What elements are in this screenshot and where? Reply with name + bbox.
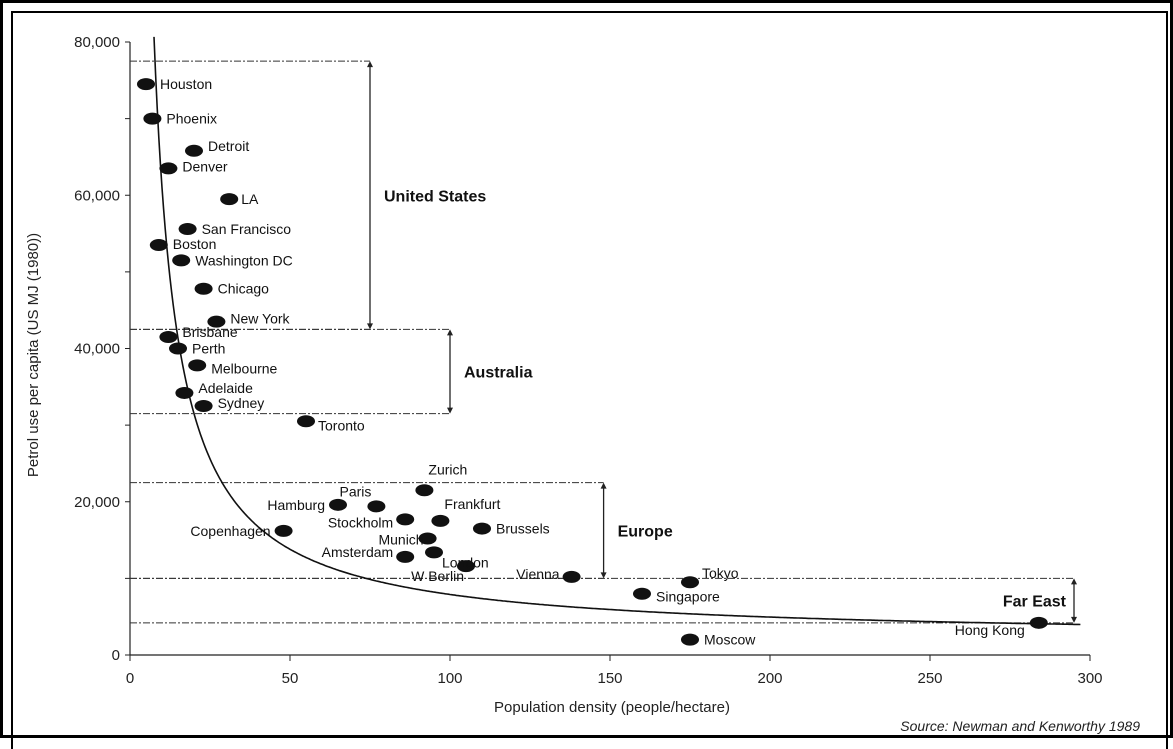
fit-curve — [153, 36, 1081, 626]
region-arrow-top — [367, 61, 373, 68]
point-label: Adelaide — [198, 380, 253, 396]
point-label: Brisbane — [182, 324, 237, 340]
data-point — [418, 532, 437, 545]
point-label: Perth — [192, 341, 225, 357]
data-point — [396, 550, 415, 563]
point-label: Copenhagen — [190, 523, 270, 539]
region-label: Far East — [1003, 594, 1067, 611]
point-label: New York — [230, 311, 290, 327]
point-label: San Francisco — [202, 221, 292, 237]
data-point — [185, 144, 203, 157]
y-tick-label: 20,000 — [74, 494, 120, 511]
x-tick-label: 50 — [282, 670, 299, 687]
figure-inner-border — [11, 11, 1168, 749]
point-label: Toronto — [318, 417, 365, 433]
region-brackets: United States Australia Europe Far East — [130, 60, 1077, 624]
region-arrow-top — [447, 329, 453, 336]
data-point — [178, 222, 197, 235]
point-label: Hong Kong — [955, 622, 1025, 638]
point-label: Singapore — [656, 589, 720, 605]
region-arrow-top — [600, 482, 607, 489]
y-axis-title: Petrol use per capita (US MJ (1980)) — [25, 233, 42, 477]
data-point — [396, 513, 415, 526]
region-label: Europe — [618, 523, 673, 540]
data-point — [457, 560, 475, 573]
point-label: Frankfurt — [444, 496, 500, 512]
point-label: Washington DC — [195, 252, 293, 268]
data-point — [681, 576, 699, 589]
region-arrow-bottom — [367, 323, 373, 330]
data-point — [274, 524, 293, 537]
point-label: Chicago — [218, 281, 270, 297]
point-label: Amsterdam — [322, 544, 394, 560]
x-tick-label: 0 — [126, 670, 134, 687]
data-point — [149, 239, 168, 252]
x-tick-label: 150 — [597, 670, 622, 687]
point-label: LA — [241, 191, 259, 207]
x-axis-title: Population density (people/hectare) — [494, 699, 730, 716]
point-label: Paris — [339, 483, 371, 499]
point-label: Detroit — [208, 138, 249, 154]
data-point — [207, 315, 226, 328]
point-label: Hamburg — [267, 497, 325, 513]
data-point — [1029, 616, 1048, 629]
y-tick-label: 60,000 — [74, 187, 120, 204]
region-arrow-bottom — [447, 407, 453, 414]
point-label: W Berlin — [411, 568, 464, 584]
data-point — [188, 359, 207, 372]
x-tick-label: 250 — [917, 670, 942, 687]
data-point — [297, 415, 315, 428]
point-label: Zurich — [428, 461, 467, 477]
point-label: Phoenix — [166, 111, 217, 127]
point-label: London — [442, 554, 489, 570]
data-point — [194, 399, 213, 412]
x-tick-label: 100 — [437, 670, 462, 687]
point-label: Moscow — [704, 632, 756, 648]
fit-curve-line — [153, 36, 1081, 626]
x-tick-label: 200 — [757, 670, 782, 687]
point-label: Tokyo — [702, 565, 739, 581]
point-label: Denver — [182, 158, 227, 174]
point-label: Houston — [160, 76, 212, 92]
data-point — [137, 78, 155, 91]
point-label: Munich — [378, 532, 423, 548]
point-label: Stockholm — [328, 514, 393, 530]
region-label: United States — [384, 188, 486, 205]
data-point — [143, 112, 162, 125]
data-point — [194, 282, 213, 295]
point-label: Brussels — [496, 521, 550, 537]
data-point — [159, 162, 178, 175]
region-arrow-top — [1071, 578, 1077, 585]
point-label: Boston — [173, 236, 217, 252]
data-point — [169, 342, 187, 355]
point-label: Melbourne — [211, 360, 277, 376]
data-point — [367, 500, 386, 513]
data-point — [220, 193, 239, 206]
source-note: Source: Newman and Kenworthy 1989 — [900, 718, 1140, 734]
data-point — [159, 331, 178, 344]
data-point — [425, 546, 443, 559]
data-point — [175, 386, 194, 399]
data-point — [329, 498, 347, 511]
y-tick-label: 0 — [112, 647, 120, 664]
data-point — [562, 570, 581, 583]
region-arrow-bottom — [1071, 616, 1077, 623]
data-point — [415, 484, 434, 497]
x-tick-label: 300 — [1077, 670, 1102, 687]
y-tick-label: 80,000 — [74, 34, 120, 51]
data-point — [681, 633, 699, 646]
point-label: Sydney — [218, 395, 265, 411]
point-label: Vienna — [516, 566, 560, 582]
point-labels: Houston Phoenix Detroit Denver LA San Francis… — [160, 76, 1025, 648]
data-point — [473, 522, 491, 535]
axes: 0 50 100 150 200 250 300 0 20,000 40,000 60,000 80,… — [74, 34, 1102, 687]
y-tick-label: 40,000 — [74, 341, 120, 358]
data-points — [137, 78, 1048, 646]
data-point — [633, 587, 651, 600]
region-label: Australia — [464, 364, 533, 381]
data-point — [431, 514, 450, 527]
data-point — [172, 254, 191, 267]
region-arrow-bottom — [600, 572, 607, 579]
